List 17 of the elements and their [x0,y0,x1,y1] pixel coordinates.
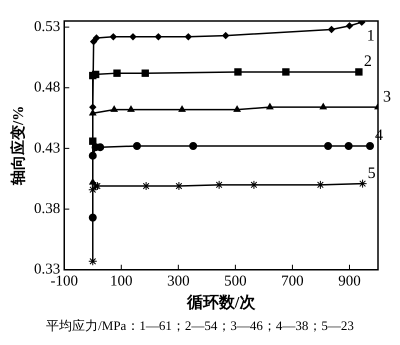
y-tick-label: 0.43 [34,140,60,156]
x-tick-label: -100 [50,274,78,290]
x-tick-label: 300 [167,274,190,290]
series-label: 2 [364,53,372,70]
text: 平均应力/MPa：1—61；2—54；3—46；4—38；5—23 [45,317,355,335]
y-axis-title: 轴向应变/% [8,106,27,186]
y-tick-label: 0.53 [34,19,60,36]
x-tick-label: 700 [281,274,304,290]
series-label: 5 [368,164,376,182]
x-tick-label: 500 [224,274,247,290]
x-axis-title: 循环数/次 [186,294,256,312]
y-tick-label: 0.38 [34,201,60,218]
x-tick-label: 100 [110,274,133,290]
x-tick-label: 900 [338,274,361,290]
y-tick-label: 0.48 [34,80,60,96]
series-label: 3 [383,88,391,106]
series-label: 1 [366,27,375,44]
